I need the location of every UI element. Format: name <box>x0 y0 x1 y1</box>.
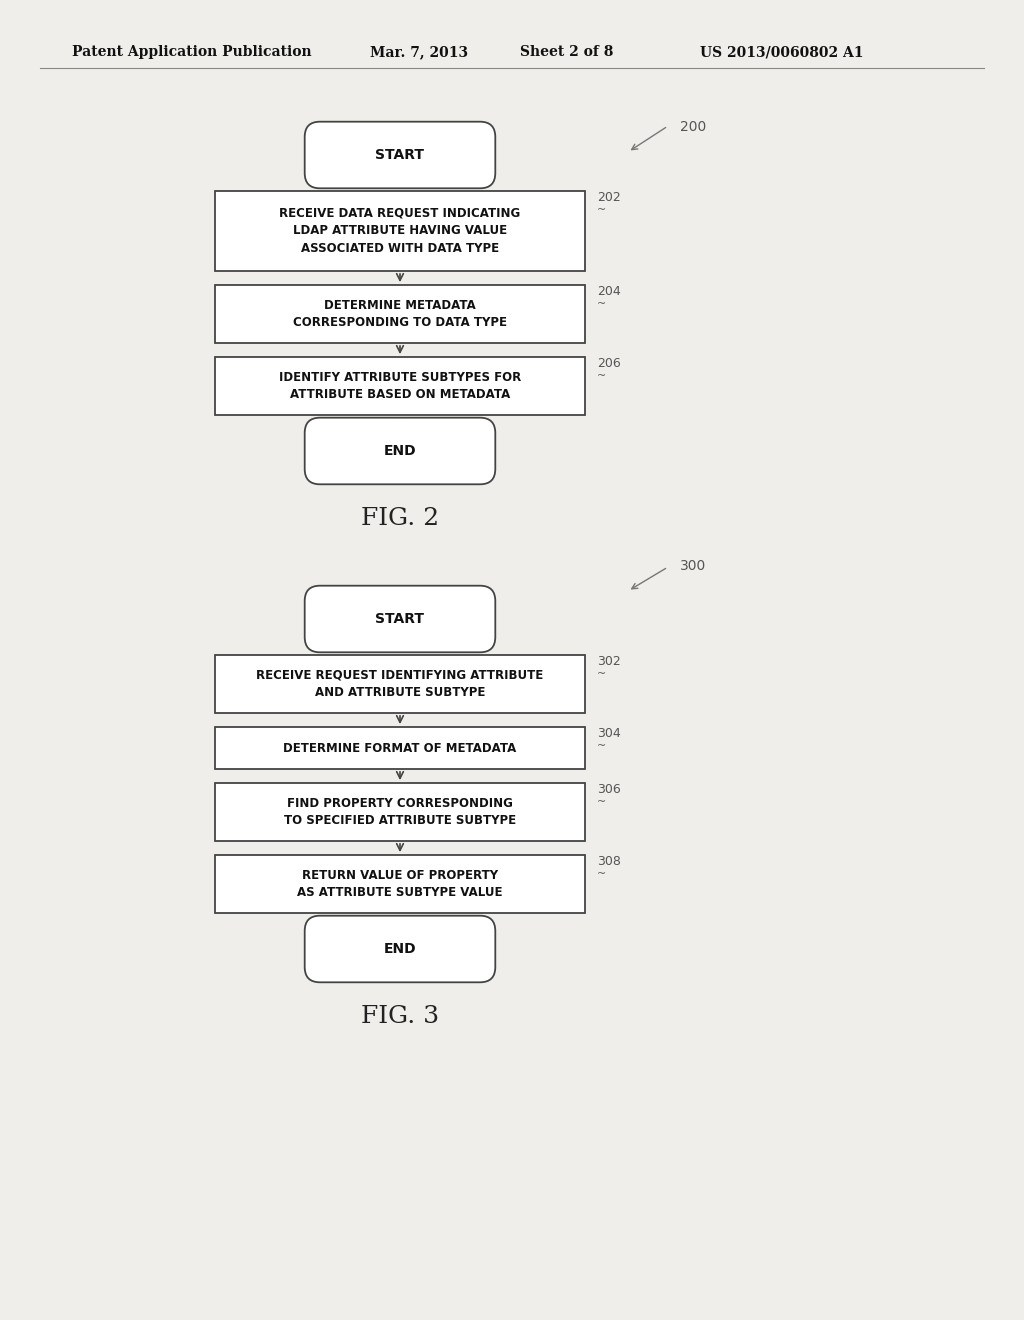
Bar <box>215 855 585 913</box>
Text: ~: ~ <box>597 371 606 381</box>
Text: ~: ~ <box>597 741 606 751</box>
Text: 308: 308 <box>597 855 621 869</box>
Bar <box>215 727 585 770</box>
Text: START: START <box>376 612 425 626</box>
Text: DETERMINE METADATA
CORRESPONDING TO DATA TYPE: DETERMINE METADATA CORRESPONDING TO DATA… <box>293 298 507 329</box>
Text: 300: 300 <box>680 558 707 573</box>
FancyBboxPatch shape <box>305 121 496 189</box>
Text: FIG. 3: FIG. 3 <box>360 1005 439 1028</box>
Text: ~: ~ <box>597 669 606 678</box>
Text: ~: ~ <box>597 869 606 879</box>
FancyBboxPatch shape <box>305 586 496 652</box>
Text: Sheet 2 of 8: Sheet 2 of 8 <box>520 45 613 59</box>
Text: Mar. 7, 2013: Mar. 7, 2013 <box>370 45 468 59</box>
Text: FIG. 2: FIG. 2 <box>360 507 439 531</box>
Text: RECEIVE REQUEST IDENTIFYING ATTRIBUTE
AND ATTRIBUTE SUBTYPE: RECEIVE REQUEST IDENTIFYING ATTRIBUTE AN… <box>256 669 544 700</box>
Text: Patent Application Publication: Patent Application Publication <box>72 45 311 59</box>
Text: RECEIVE DATA REQUEST INDICATING
LDAP ATTRIBUTE HAVING VALUE
ASSOCIATED WITH DATA: RECEIVE DATA REQUEST INDICATING LDAP ATT… <box>280 207 520 255</box>
Text: END: END <box>384 444 417 458</box>
FancyBboxPatch shape <box>305 916 496 982</box>
Text: ~: ~ <box>597 300 606 309</box>
Bar <box>215 655 585 713</box>
Bar <box>215 356 585 414</box>
Bar <box>215 783 585 841</box>
Bar <box>215 191 585 271</box>
Bar <box>215 285 585 343</box>
Text: FIND PROPERTY CORRESPONDING
TO SPECIFIED ATTRIBUTE SUBTYPE: FIND PROPERTY CORRESPONDING TO SPECIFIED… <box>284 797 516 828</box>
Text: 204: 204 <box>597 285 621 298</box>
Text: 206: 206 <box>597 356 621 370</box>
Text: 200: 200 <box>680 120 707 135</box>
Text: 304: 304 <box>597 727 621 741</box>
Text: 202: 202 <box>597 191 621 205</box>
Text: 302: 302 <box>597 655 621 668</box>
Text: START: START <box>376 148 425 162</box>
Text: 306: 306 <box>597 783 621 796</box>
Text: ~: ~ <box>597 797 606 807</box>
Text: ~: ~ <box>597 205 606 215</box>
Text: END: END <box>384 942 417 956</box>
Text: IDENTIFY ATTRIBUTE SUBTYPES FOR
ATTRIBUTE BASED ON METADATA: IDENTIFY ATTRIBUTE SUBTYPES FOR ATTRIBUT… <box>279 371 521 401</box>
Text: DETERMINE FORMAT OF METADATA: DETERMINE FORMAT OF METADATA <box>284 742 517 755</box>
Text: US 2013/0060802 A1: US 2013/0060802 A1 <box>700 45 863 59</box>
Text: RETURN VALUE OF PROPERTY
AS ATTRIBUTE SUBTYPE VALUE: RETURN VALUE OF PROPERTY AS ATTRIBUTE SU… <box>297 869 503 899</box>
FancyBboxPatch shape <box>305 417 496 484</box>
